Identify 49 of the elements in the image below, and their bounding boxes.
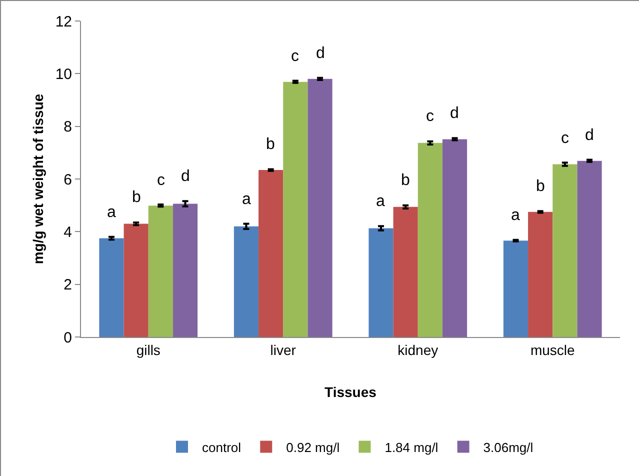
y-tick-label: 0: [64, 329, 72, 346]
y-tick-label: 2: [64, 276, 72, 294]
data-label: d: [585, 127, 594, 144]
y-tick-label: 12: [55, 13, 72, 30]
bar: [308, 78, 332, 337]
bar: [124, 224, 148, 337]
data-label: a: [107, 204, 116, 221]
data-label: a: [511, 207, 520, 224]
bar: [99, 238, 124, 337]
bar: [418, 142, 442, 337]
x-tick-label: liver: [270, 342, 296, 358]
data-label: c: [426, 108, 434, 125]
legend-label: 3.06mg/l: [483, 440, 534, 455]
data-label: d: [181, 168, 190, 185]
bar: [442, 139, 468, 337]
bar: [258, 170, 284, 337]
x-tick-label: kidney: [398, 342, 438, 358]
legend-label: 1.84 mg/l: [384, 440, 438, 455]
bar: [368, 228, 394, 337]
data-label: b: [401, 172, 410, 189]
data-label: b: [536, 178, 545, 195]
legend-label: 0.92 mg/l: [286, 440, 340, 455]
data-label: d: [316, 45, 325, 62]
bar: [148, 206, 173, 337]
data-label: a: [242, 191, 251, 208]
bar: [234, 226, 259, 337]
data-label: d: [450, 105, 459, 122]
data-label: a: [376, 193, 385, 210]
x-tick-label: muscle: [530, 342, 576, 358]
x-tick-label: gills: [136, 342, 160, 358]
data-label: c: [157, 172, 165, 189]
data-label: c: [291, 48, 299, 65]
bar: [528, 212, 553, 337]
bar: [283, 82, 308, 337]
bar: [552, 164, 578, 337]
bar: [577, 160, 602, 337]
legend-label: control: [202, 440, 242, 455]
y-tick-label: 6: [64, 171, 72, 188]
data-label: b: [266, 136, 275, 153]
y-tick-label: 8: [64, 118, 72, 136]
data-label: b: [132, 189, 141, 206]
bar: [503, 240, 528, 337]
y-axis-title: mg/g wet weight of tissue: [30, 94, 46, 264]
bar: [393, 206, 418, 337]
y-tick-label: 10: [55, 66, 72, 83]
bar: [172, 204, 198, 337]
data-label: c: [561, 130, 569, 147]
x-axis-title: Tissues: [324, 384, 377, 400]
y-tick-label: 4: [64, 224, 72, 241]
